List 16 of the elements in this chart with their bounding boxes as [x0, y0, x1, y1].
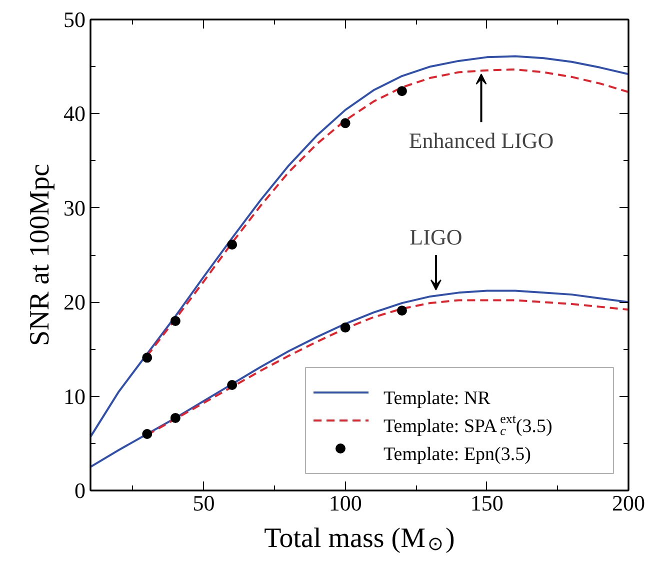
x-tick-label: 150 — [470, 490, 504, 516]
y-tick-label: 10 — [64, 384, 86, 409]
y-tick-label: 30 — [64, 195, 86, 220]
x-axis-title: Total mass (M⊙) — [264, 523, 455, 556]
x-tick-label: 200 — [612, 490, 645, 516]
annotation: LIGO — [410, 224, 462, 250]
legend-label: Template: NR — [384, 388, 491, 409]
annotation: Enhanced LIGO — [408, 128, 554, 153]
legend-label: Template: Epn(3.5) — [384, 444, 531, 465]
y-tick-label: 0 — [74, 478, 86, 503]
x-tick-label: 50 — [192, 490, 215, 516]
y-tick-label: 50 — [64, 7, 86, 32]
x-tick-label: 100 — [328, 490, 362, 516]
y-axis-title: SNR at 100Mpc — [24, 164, 56, 346]
y-tick-label: 40 — [64, 101, 86, 126]
y-tick-label: 20 — [64, 290, 86, 315]
